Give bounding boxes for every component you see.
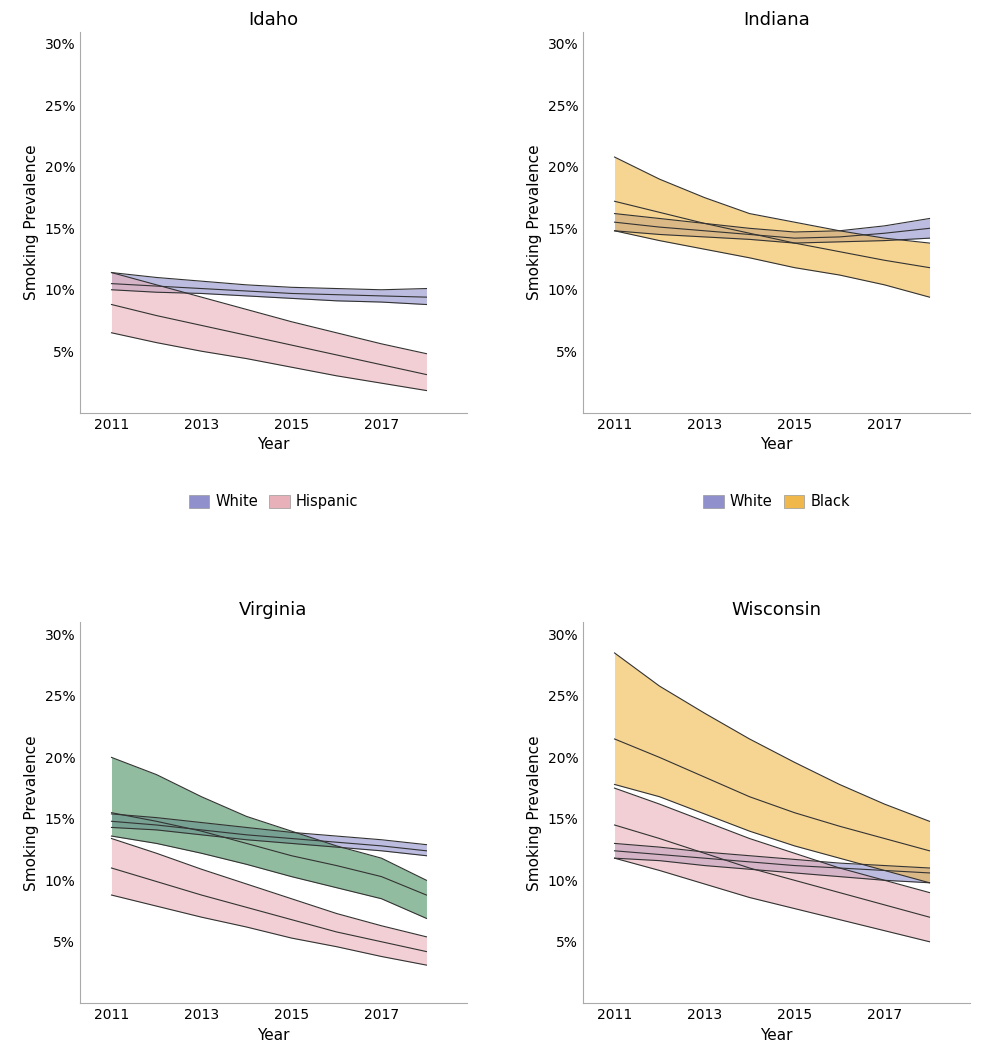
X-axis label: Year: Year <box>760 1027 793 1042</box>
Y-axis label: Smoking Prevalence: Smoking Prevalence <box>24 145 39 300</box>
Y-axis label: Smoking Prevalence: Smoking Prevalence <box>527 145 542 300</box>
Title: Virginia: Virginia <box>239 601 308 619</box>
Title: Indiana: Indiana <box>743 11 810 29</box>
X-axis label: Year: Year <box>257 1027 290 1042</box>
X-axis label: Year: Year <box>760 437 793 452</box>
Legend: White, Hispanic: White, Hispanic <box>183 489 364 515</box>
Y-axis label: Smoking Prevalence: Smoking Prevalence <box>527 735 542 890</box>
Title: Idaho: Idaho <box>248 11 299 29</box>
Title: Wisconsin: Wisconsin <box>732 601 822 619</box>
X-axis label: Year: Year <box>257 437 290 452</box>
Legend: White, Black: White, Black <box>697 489 856 515</box>
Y-axis label: Smoking Prevalence: Smoking Prevalence <box>24 735 39 890</box>
